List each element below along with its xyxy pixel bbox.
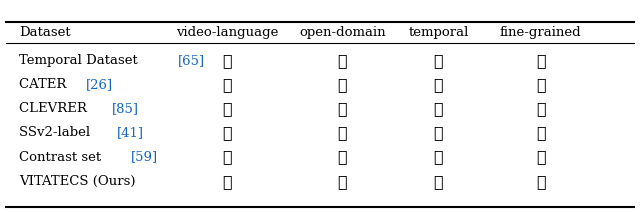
Text: ✓: ✓ (433, 76, 444, 93)
Text: VITATECS (Ours): VITATECS (Ours) (19, 175, 136, 188)
Text: [26]: [26] (86, 78, 113, 91)
Text: Temporal Dataset: Temporal Dataset (19, 54, 142, 67)
Text: open-domain: open-domain (299, 26, 386, 39)
Text: Contrast set: Contrast set (19, 151, 106, 164)
Text: ✓: ✓ (536, 173, 546, 190)
Text: ✗: ✗ (222, 52, 232, 69)
Text: ✗: ✗ (536, 124, 546, 141)
Text: ✓: ✓ (433, 173, 444, 190)
Text: fine-grained: fine-grained (500, 26, 582, 39)
Text: CLEVRER: CLEVRER (19, 102, 92, 115)
Text: SSv2-label: SSv2-label (19, 126, 95, 139)
Text: [59]: [59] (131, 151, 158, 164)
Text: CATER: CATER (19, 78, 71, 91)
Text: ✗: ✗ (337, 100, 348, 117)
Text: ✓: ✓ (337, 173, 348, 190)
Text: [65]: [65] (178, 54, 205, 67)
Text: ✓: ✓ (337, 149, 348, 166)
Text: video-language: video-language (176, 26, 278, 39)
Text: ✗: ✗ (536, 52, 546, 69)
Text: ✓: ✓ (222, 100, 232, 117)
Text: ✗: ✗ (536, 76, 546, 93)
Text: ✓: ✓ (433, 52, 444, 69)
Text: [85]: [85] (112, 102, 140, 115)
Text: ✓: ✓ (222, 149, 232, 166)
Text: ✓: ✓ (222, 124, 232, 141)
Text: ✗: ✗ (337, 76, 348, 93)
Text: [41]: [41] (116, 126, 143, 139)
Text: temporal: temporal (408, 26, 468, 39)
Text: ✓: ✓ (337, 52, 348, 69)
Text: ✗: ✗ (536, 149, 546, 166)
Text: Dataset: Dataset (19, 26, 71, 39)
Text: ✗: ✗ (222, 76, 232, 93)
Text: ✗: ✗ (337, 124, 348, 141)
Text: ✓: ✓ (536, 100, 546, 117)
Text: ✓: ✓ (222, 173, 232, 190)
Text: ✓: ✓ (433, 124, 444, 141)
Text: ✓: ✓ (433, 100, 444, 117)
Text: ✗: ✗ (433, 149, 444, 166)
